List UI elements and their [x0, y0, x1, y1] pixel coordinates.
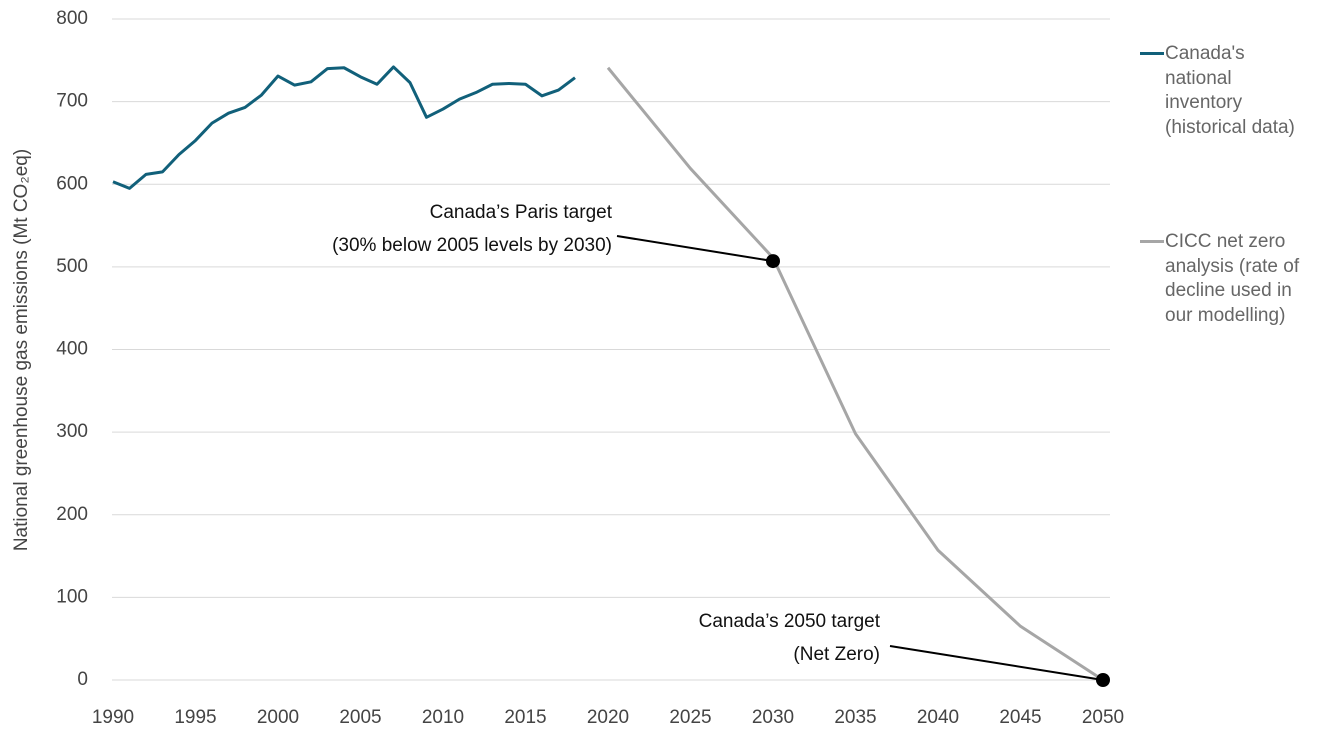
y-tick-label: 400: [56, 339, 88, 360]
series-line: [606, 66, 1104, 682]
x-tick-label: 2025: [669, 707, 711, 728]
annotation-text: Canada’s Paris target: [430, 202, 613, 223]
annotation-text: Canada’s 2050 target: [699, 611, 881, 632]
y-tick-label: 300: [56, 421, 88, 442]
x-tick-label: 2000: [257, 707, 299, 728]
x-tick-label: 2020: [587, 707, 629, 728]
x-tick-label: 2035: [834, 707, 876, 728]
annotation-text: (Net Zero): [793, 644, 880, 665]
x-tick-label: 2010: [422, 707, 464, 728]
x-tick-label: 1990: [92, 707, 134, 728]
x-tick-label: 2045: [999, 707, 1041, 728]
x-tick-label: 2040: [917, 707, 959, 728]
y-tick-label: 100: [56, 586, 88, 607]
legend-swatch: [1140, 52, 1164, 55]
legend-label: CICC net zero analysis (rate of decline …: [1165, 231, 1300, 327]
y-axis-label: National greenhouse gas emissions (Mt CO…: [11, 149, 32, 551]
x-tick-label: 1995: [174, 707, 216, 728]
legend-swatch: [1140, 240, 1164, 243]
x-tick-label: 2030: [752, 707, 794, 728]
y-tick-label: 600: [56, 173, 88, 194]
y-tick-label: 700: [56, 91, 88, 112]
y-tick-label: 800: [56, 8, 88, 29]
annotation-point: [766, 254, 780, 269]
annotation-leader: [616, 235, 774, 263]
x-tick-label: 2050: [1082, 707, 1124, 728]
legend-label: Canada's national inventory (historical …: [1165, 43, 1295, 139]
annotation-text: (30% below 2005 levels by 2030): [332, 235, 612, 256]
series-line: [112, 65, 576, 190]
y-tick-label: 500: [56, 256, 88, 277]
annotation-leader: [889, 645, 1104, 681]
x-tick-label: 2005: [339, 707, 381, 728]
y-tick-label: 200: [56, 504, 88, 525]
y-tick-label: 0: [77, 669, 88, 690]
x-tick-label: 2015: [504, 707, 546, 728]
annotation-point: [1096, 673, 1110, 687]
